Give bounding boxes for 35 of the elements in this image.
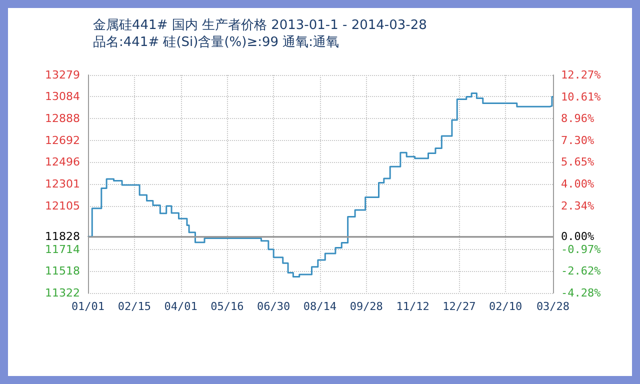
y2-tick-label: 4.00% — [561, 177, 594, 190]
x-tick-label: 12/27 — [442, 300, 476, 313]
x-tick-label: 11/12 — [396, 300, 430, 313]
chart-title: 金属硅441# 国内 生产者价格 2013-01-1 - 2014-03-28 — [93, 18, 427, 33]
x-tick-label: 08/14 — [303, 300, 337, 313]
y-tick-label: 13279 — [45, 68, 80, 82]
chart-subtitle: 品名:441# 硅(Si)含量(%)≥:99 通氧:通氧 — [93, 35, 340, 50]
y-tick-label: 11518 — [45, 264, 80, 278]
x-tick-label: 02/15 — [118, 300, 151, 313]
y2-tick-label: 8.96% — [561, 112, 594, 126]
x-tick-label: 09/28 — [350, 300, 383, 313]
y2-tick-label: -4.28% — [561, 286, 602, 300]
y2-tick-label: 7.30% — [561, 134, 594, 147]
x-tick-label: 06/30 — [257, 300, 290, 313]
y2-tick-label: 5.65% — [561, 156, 594, 169]
x-tick-label: 05/16 — [210, 300, 244, 313]
y2-tick-label: -0.97% — [561, 242, 602, 256]
y2-tick-label: 2.34% — [561, 199, 594, 212]
y-tick-label: 12888 — [45, 112, 80, 126]
y-tick-label: 11828 — [45, 230, 80, 244]
x-tick-label: 01/01 — [71, 300, 105, 313]
x-tick-label: 02/10 — [489, 300, 522, 313]
y2-tick-label: 12.27% — [561, 68, 602, 82]
y-tick-label: 12496 — [45, 156, 80, 169]
y-tick-label: 13084 — [45, 90, 80, 104]
x-tick-label: 04/01 — [164, 300, 198, 313]
y-tick-label: 12301 — [45, 177, 80, 190]
x-tick-label: 03/28 — [536, 300, 570, 313]
y-tick-label: 12692 — [45, 134, 80, 147]
y-tick-label: 11714 — [45, 242, 80, 256]
y2-tick-label: 10.61% — [561, 90, 602, 104]
y-tick-label: 11322 — [45, 286, 80, 300]
y2-tick-label: -2.62% — [561, 264, 602, 278]
y2-tick-label: 0.00% — [561, 230, 594, 244]
y-tick-label: 12105 — [45, 199, 80, 212]
